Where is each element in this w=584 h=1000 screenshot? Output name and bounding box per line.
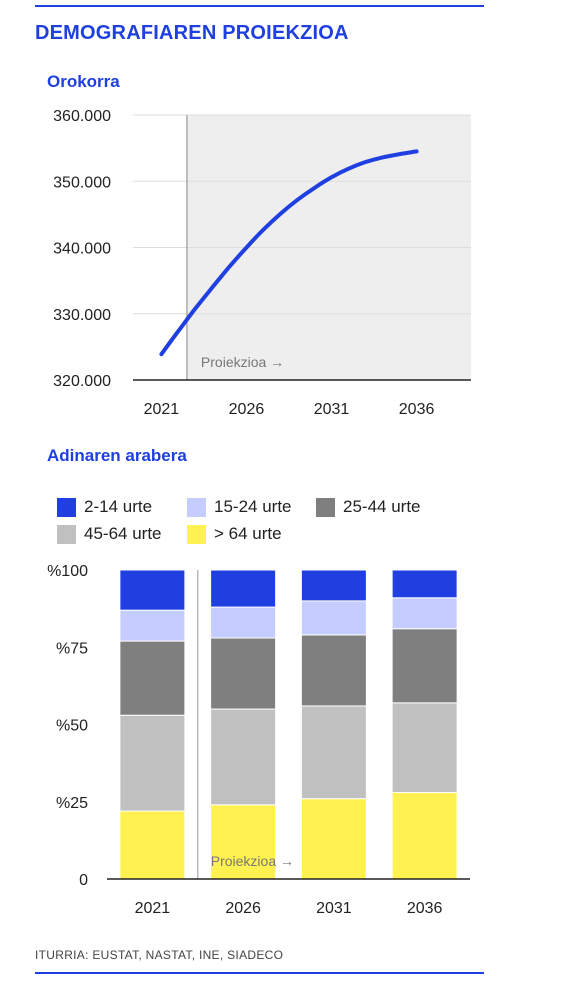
x-tick-label: 2036 [399, 401, 435, 418]
y-tick-label: 320.000 [53, 373, 111, 390]
x-tick-label: 2036 [407, 900, 443, 917]
bar-segment [119, 640, 186, 716]
x-tick-label: 2031 [316, 900, 352, 917]
legend-item: 2-14 urte [57, 497, 152, 517]
x-tick-label: 2026 [229, 401, 265, 418]
y-tick-label: 330.000 [53, 307, 111, 324]
legend-label: 45-64 urte [84, 524, 162, 543]
projection-label: Proiekzioa → [211, 853, 294, 869]
bar-segment [119, 609, 186, 642]
bar-segment [391, 628, 458, 704]
legend-swatch [187, 524, 206, 544]
legend-item: 45-64 urte [57, 524, 162, 544]
bar-segment [119, 569, 186, 611]
page-title: DEMOGRAFIAREN PROIEKZIOA [35, 22, 349, 44]
bottom-rule [35, 972, 484, 974]
legend-label: > 64 urte [214, 524, 282, 543]
y-tick-label: %25 [56, 795, 88, 812]
x-tick-label: 2021 [144, 401, 180, 418]
population-line [159, 149, 419, 357]
bar-segment [300, 634, 367, 707]
legend-swatch [187, 497, 206, 517]
y-tick-label: 350.000 [53, 174, 111, 191]
top-rule [35, 5, 484, 7]
legend-item: 25-44 urte [316, 497, 421, 517]
x-tick-label: 2021 [135, 900, 171, 917]
bar-chart: 0 %25 %50 %75 %100 2021 2026 2031 2036 Proiekzioa… [47, 563, 470, 917]
legend-swatch [316, 497, 335, 517]
bar-segment [391, 597, 458, 630]
y-tick-label: %75 [56, 640, 88, 657]
bar-segment [119, 810, 186, 880]
legend-label: 25-44 urte [343, 497, 421, 516]
bar-segment [391, 569, 458, 599]
legend-label: 15-24 urte [214, 497, 292, 516]
bar-segment [391, 702, 458, 793]
y-tick-label: 340.000 [53, 241, 111, 258]
projection-label: Proiekzioa → [201, 354, 284, 370]
bar-segment [300, 798, 367, 880]
x-tick-label: 2026 [225, 900, 261, 917]
line-chart: 320.000 330.000 340.000 350.000 360.000 Proie… [53, 108, 471, 418]
y-tick-label: %100 [47, 563, 88, 580]
bar-segment [210, 637, 277, 710]
bar-segment [391, 791, 458, 880]
bar-segment [210, 708, 277, 806]
bar-segment [119, 714, 186, 812]
legend-swatch [57, 524, 76, 544]
bar-segment [210, 606, 277, 639]
y-tick-label: %50 [56, 718, 88, 735]
legend-swatch [57, 497, 76, 517]
legend-item: > 64 urte [187, 524, 282, 544]
bar-segment [300, 705, 367, 800]
source-note: ITURRIA: EUSTAT, NASTAT, INE, SIADECO [35, 948, 284, 962]
y-tick-label: 360.000 [53, 108, 111, 125]
x-tick-label: 2031 [314, 401, 350, 418]
y-tick-label: 0 [79, 872, 88, 889]
legend-label: 2-14 urte [84, 497, 153, 516]
legend-item: 15-24 urte [187, 497, 292, 517]
bar-segment [300, 569, 367, 602]
bar-chart-title: Adinaren arabera [47, 446, 187, 465]
bar-segment [210, 569, 277, 608]
bar-segment [300, 600, 367, 636]
bar-segment [210, 804, 277, 880]
line-chart-title: Orokorra [47, 72, 120, 91]
